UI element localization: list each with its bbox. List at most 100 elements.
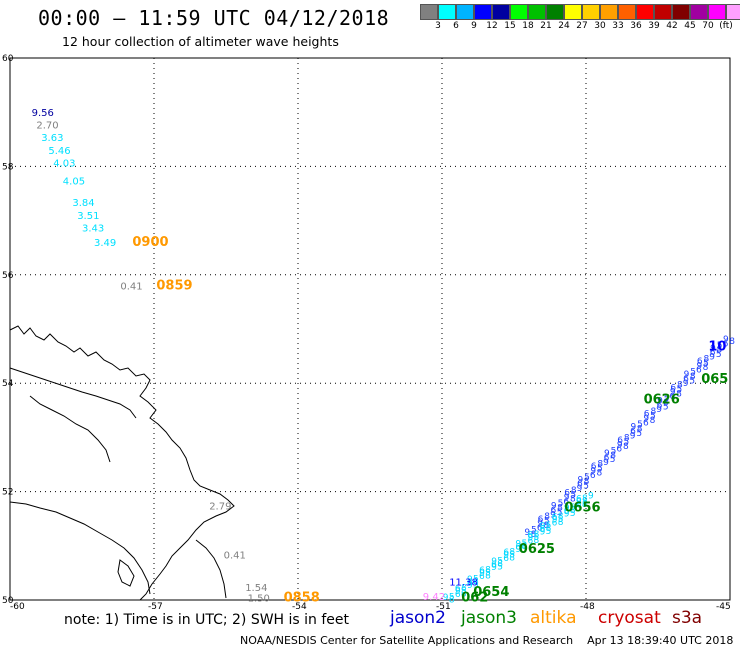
colorbar-label: 15 <box>504 21 516 31</box>
track-mark: 5 <box>636 429 642 439</box>
track-mark: 8 <box>557 503 563 513</box>
track-mark: 9 <box>564 503 570 513</box>
track-mark: 6 <box>564 506 570 516</box>
track-mark: 8 <box>570 506 576 516</box>
latitude-tick-label: 50 <box>2 596 14 606</box>
track-mark: 5 <box>584 473 590 483</box>
colorbar-label: 42 <box>666 21 678 31</box>
track-mark: 9 <box>630 431 636 441</box>
colorbar-label: 18 <box>522 21 534 31</box>
track-mark: 8 <box>703 363 709 373</box>
colorbar-label: (ft) <box>719 21 733 31</box>
pass-time-label: 0858 <box>284 591 320 606</box>
track-mark: 8 <box>624 433 630 443</box>
track-mark: 5 <box>521 539 527 549</box>
track-mark: 6 <box>576 500 582 510</box>
longitude-tick-label: -57 <box>148 602 163 612</box>
colorbar-label: 45 <box>684 21 696 31</box>
track-mark: 8 <box>449 596 455 606</box>
track-mark: 8 <box>534 536 540 546</box>
track-mark: 9 <box>577 475 583 485</box>
track-mark: 5 <box>716 350 722 360</box>
track-mark: 9 <box>467 581 473 591</box>
track-mark: 6 <box>683 374 689 384</box>
track-mark: 5 <box>637 420 643 430</box>
track-mark: 6 <box>479 572 485 582</box>
track-mark: 9 <box>537 519 543 529</box>
track-mark: 8 <box>637 425 643 435</box>
track-mark: 9 <box>551 502 557 512</box>
track-mark: 5 <box>623 438 629 448</box>
track-mark: 5 <box>461 587 467 597</box>
colorbar-label: 21 <box>540 21 552 31</box>
track-mark: 6 <box>503 554 509 564</box>
track-mark: 8 <box>473 578 479 588</box>
track-mark: 5 <box>583 482 589 492</box>
track-mark: 9 <box>643 414 649 424</box>
longitude-tick-label: -45 <box>716 602 731 612</box>
track-mark: 6 <box>591 462 597 472</box>
coastline-island <box>117 559 135 587</box>
wave-height-value: 1.54 <box>245 583 267 594</box>
track-mark: 6 <box>563 497 569 507</box>
track-mark: 9 <box>527 533 533 543</box>
track-mark: 5 <box>717 341 723 351</box>
pass-time-label: 062 <box>461 591 488 606</box>
track-mark: 6 <box>552 518 558 528</box>
wave-height-value: 0.41 <box>120 281 142 292</box>
colorbar-label: 24 <box>558 21 570 31</box>
track-mark: 6 <box>552 512 558 522</box>
track-mark: 8 <box>650 407 656 417</box>
track-mark: 6 <box>527 536 533 546</box>
longitude-tick-label: -54 <box>292 602 307 612</box>
track-mark: 9 <box>503 551 509 561</box>
track-mark: 9 <box>564 509 570 519</box>
track-mark: 5 <box>582 497 588 507</box>
longitude-tick-label: -60 <box>10 602 25 612</box>
colorbar-labels: 3 6 9 12 15 18 21 24 27 30 33 36 39 42 45 70 (ft) <box>420 21 733 35</box>
track-mark: 5 <box>570 503 576 513</box>
legend-jason3: jason3 <box>461 608 517 628</box>
wave-height-value: 9.56 <box>32 108 54 119</box>
track-mark: 8 <box>704 354 710 364</box>
track-mark: 8 <box>534 530 540 540</box>
track-mark: 9 <box>710 344 716 354</box>
track-mark: 6 <box>479 566 485 576</box>
wave-height-value: 3.84 <box>72 198 94 209</box>
track-mark: 9 <box>540 527 546 537</box>
track-mark: 5 <box>703 359 709 369</box>
colorbar-swatch <box>546 4 564 20</box>
track-mark: 6 <box>669 392 675 402</box>
latitude-tick-label: 52 <box>2 488 13 498</box>
map-frame <box>9 57 731 601</box>
latitude-labels: 60 58 56 54 52 50 <box>2 54 14 606</box>
latitude-tick-label: 56 <box>2 271 14 281</box>
track-mark: 8 <box>521 542 527 552</box>
latitude-tick-label: 58 <box>2 162 14 172</box>
track-mark: 5 <box>531 525 537 535</box>
longitude-tick-label: -48 <box>580 602 595 612</box>
pass-time-label: 10 <box>708 340 726 355</box>
track-mark: 6 <box>590 471 596 481</box>
track-mark: 5 <box>558 515 564 525</box>
track-mark: 5 <box>473 575 479 585</box>
track-mark: 8 <box>485 572 491 582</box>
track-mark: 5 <box>497 557 503 567</box>
legend-jason2: jason2 <box>390 608 446 628</box>
track-mark: 8 <box>597 460 603 470</box>
longitude-tick-label: -51 <box>436 602 451 612</box>
track-mark: 5 <box>570 490 576 500</box>
track-mark: 8 <box>497 560 503 570</box>
wave-height-value: 11.38 <box>449 577 478 588</box>
track-mark: 9 <box>515 539 521 549</box>
track-mark: 9 <box>467 575 473 585</box>
track-mark: 8 <box>571 486 577 496</box>
track-mark: 6 <box>577 480 583 490</box>
track-mark: 9 <box>657 396 663 406</box>
track-mark: 9 <box>479 569 485 579</box>
track-mark: 8 <box>509 548 515 558</box>
credit-line: NOAA/NESDIS Center for Satellite Applica… <box>240 634 734 647</box>
wave-height-value: 4.05 <box>63 176 85 187</box>
